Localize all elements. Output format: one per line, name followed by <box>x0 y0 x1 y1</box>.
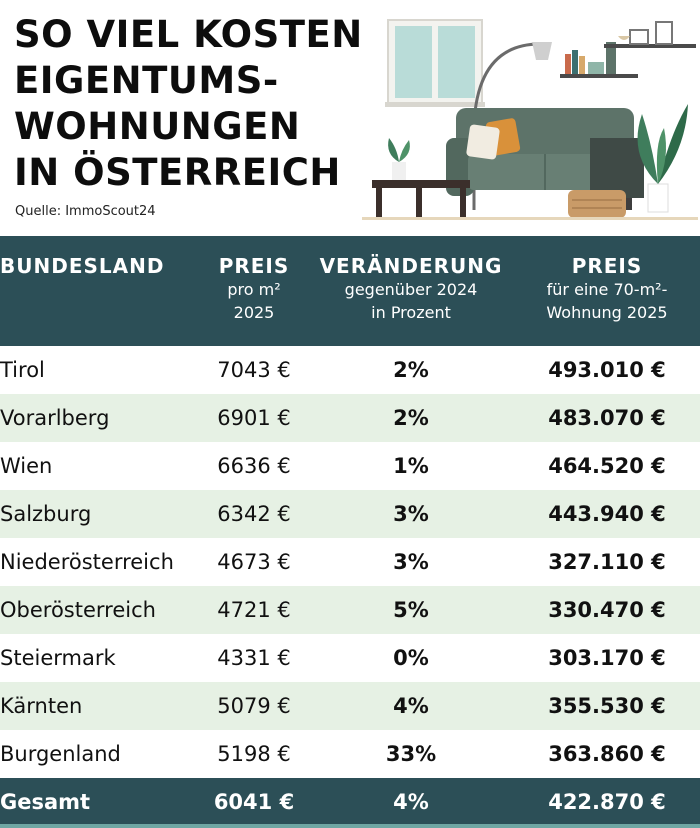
coffee-table-icon <box>362 180 542 220</box>
state-name: Oberösterreich <box>0 586 200 634</box>
page-title: SO VIEL KOSTEN EIGENTUMS- WOHNUNGEN IN Ö… <box>14 12 363 196</box>
table-row: Burgenland 5198 € 33% 363.860 € <box>0 730 700 778</box>
price-70m2-flat: 327.110 € <box>548 550 666 574</box>
table-row: Kärnten 5079 €4% 355.530 € <box>0 682 700 730</box>
table-row: Niederösterreich 4673 € 3% 327.110 € <box>0 538 700 586</box>
state-name: Vorarlberg <box>0 394 200 442</box>
change-percent: 2% <box>308 394 514 442</box>
bottom-rule <box>0 824 700 828</box>
price-70m2-flat: 483.070 € <box>514 394 700 442</box>
change-percent: 3% <box>308 490 514 538</box>
price-per-m2: 6901 € <box>200 394 308 442</box>
column-header-preis-wohnung: PREIS für eine 70-m²- Wohnung 2025 <box>514 236 700 346</box>
title-line-1: SO VIEL KOSTEN <box>14 13 363 56</box>
living-room-illustration <box>362 19 698 220</box>
title-line-3: WOHNUNGEN <box>14 105 301 148</box>
change-percent: 4% <box>308 682 514 730</box>
price-per-m2: 5198 € <box>217 742 291 766</box>
price-70m2-flat: 363.860 € <box>548 742 666 766</box>
total-label: Gesamt <box>0 778 200 826</box>
table-row: Salzburg 6342 €3% 443.940 € <box>0 490 700 538</box>
shelf-icon <box>560 21 696 78</box>
state-name: Niederösterreich <box>0 550 174 574</box>
change-percent: 3% <box>393 550 429 574</box>
price-70m2-flat: 443.940 € <box>514 490 700 538</box>
table-header-row: BUNDESLAND PREIS pro m² 2025 VERÄNDERUNG… <box>0 236 700 346</box>
state-name: Steiermark <box>0 646 116 670</box>
plant-icon <box>388 104 688 213</box>
window-icon <box>385 19 485 107</box>
price-70m2-flat: 303.170 € <box>548 646 666 670</box>
price-per-m2: 4331 € <box>217 646 291 670</box>
price-per-m2: 5079 € <box>200 682 308 730</box>
state-name: Salzburg <box>0 490 200 538</box>
total-row: Gesamt 6041 € 4% 422.870 € <box>0 778 700 826</box>
table-row: Wien 6636 € 1% 464.520 € <box>0 442 700 490</box>
pouf-icon <box>568 190 626 218</box>
column-header-preis-m2: PREIS pro m² 2025 <box>200 236 308 346</box>
change-percent: 1% <box>393 454 429 478</box>
price-70m2-flat: 464.520 € <box>548 454 666 478</box>
price-per-m2: 7043 € <box>217 358 291 382</box>
title-line-2: EIGENTUMS- <box>14 59 279 102</box>
table-row: Steiermark 4331 € 0% 303.170 € <box>0 634 700 682</box>
change-percent: 33% <box>385 742 437 766</box>
total-change: 4% <box>308 778 514 826</box>
table-row: Vorarlberg 6901 €2% 483.070 € <box>0 394 700 442</box>
change-percent: 5% <box>308 586 514 634</box>
total-price-m2: 6041 € <box>200 778 308 826</box>
state-name: Tirol <box>0 358 45 382</box>
total-price-flat: 422.870 € <box>514 778 700 826</box>
price-70m2-flat: 330.470 € <box>514 586 700 634</box>
column-header-bundesland: BUNDESLAND <box>0 236 200 346</box>
column-header-veraenderung: VERÄNDERUNG gegenüber 2024 in Prozent <box>308 236 514 346</box>
price-70m2-flat: 355.530 € <box>514 682 700 730</box>
state-name: Burgenland <box>0 742 121 766</box>
source-note: Quelle: ImmoScout24 <box>15 204 156 219</box>
table-row: Tirol 7043 € 2% 493.010 € <box>0 346 700 394</box>
price-per-m2: 6636 € <box>217 454 291 478</box>
price-per-m2: 6342 € <box>200 490 308 538</box>
table-row: Oberösterreich 4721 €5% 330.470 € <box>0 586 700 634</box>
state-name: Kärnten <box>0 682 200 730</box>
price-per-m2: 4721 € <box>200 586 308 634</box>
title-line-4: IN ÖSTERREICH <box>14 151 341 194</box>
state-name: Wien <box>0 454 53 478</box>
price-per-m2: 4673 € <box>217 550 291 574</box>
price-table: BUNDESLAND PREIS pro m² 2025 VERÄNDERUNG… <box>0 236 700 826</box>
header: SO VIEL KOSTEN EIGENTUMS- WOHNUNGEN IN Ö… <box>0 0 700 236</box>
price-70m2-flat: 493.010 € <box>548 358 666 382</box>
change-percent: 0% <box>393 646 429 670</box>
change-percent: 2% <box>393 358 429 382</box>
